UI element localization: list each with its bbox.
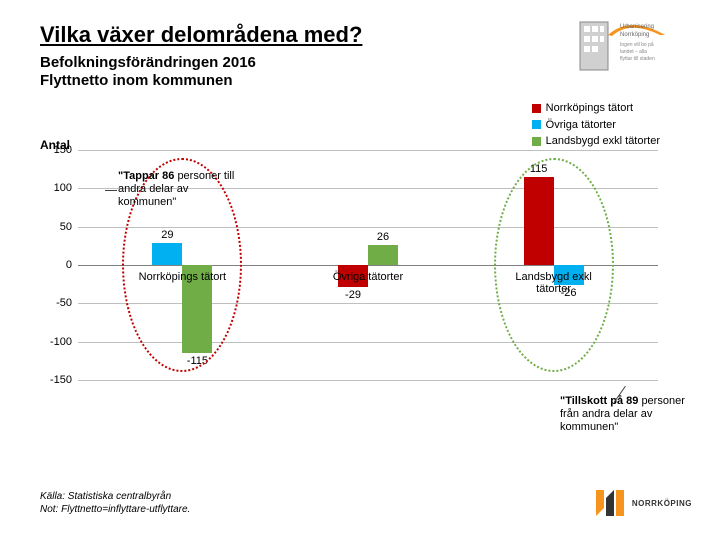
- legend-label: Övriga tätorter: [546, 117, 616, 134]
- gridline: [78, 303, 658, 304]
- chart-legend: Norrköpings tätort Övriga tätorter Lands…: [532, 100, 660, 150]
- bar: 29: [152, 243, 182, 265]
- page-title: Vilka växer delområdena med?: [40, 22, 362, 48]
- y-tick-label: 0: [66, 259, 78, 271]
- bar-value-label: 115: [524, 163, 554, 175]
- svg-text:flyttar till staden: flyttar till staden: [620, 56, 655, 62]
- svg-text:Ingen vill bo på: Ingen vill bo på: [620, 41, 654, 48]
- page-subtitle: Befolkningsförändringen 2016 Flyttnetto …: [40, 54, 256, 90]
- top-report-badge: Urbanisering Norrköping Ingen vill bo på…: [570, 10, 690, 80]
- y-tick-label: -50: [56, 297, 78, 309]
- category-label: Övriga tätorter: [333, 271, 403, 283]
- bar: 26: [368, 245, 398, 265]
- y-tick-label: 50: [60, 221, 78, 233]
- svg-text:landet – alla: landet – alla: [620, 49, 647, 55]
- annotation-lead: "Tillskott på 89: [560, 395, 638, 407]
- subtitle-line-2: Flyttnetto inom kommunen: [40, 72, 233, 89]
- y-tick-label: 150: [54, 144, 78, 156]
- legend-swatch: [532, 137, 541, 146]
- annotation-left: "Tappar 86 personer till andra delar av …: [118, 170, 248, 210]
- annotation-left-line: [105, 190, 117, 191]
- legend-item: Landsbygd exkl tätorter: [532, 133, 660, 150]
- y-tick-label: -150: [50, 374, 78, 386]
- gridline: [78, 380, 658, 381]
- y-tick-label: -100: [50, 336, 78, 348]
- y-tick-label: 100: [54, 182, 78, 194]
- source-line-2: Not: Flyttnetto=inflyttare-utflyttare.: [40, 504, 190, 515]
- bar-value-label: -29: [338, 289, 368, 301]
- bar-value-label: -115: [182, 355, 212, 367]
- svg-text:Norrköping: Norrköping: [620, 32, 649, 38]
- svg-text:Urbanisering: Urbanisering: [620, 24, 654, 30]
- gridline: [78, 227, 658, 228]
- bar: 115: [524, 177, 554, 265]
- bar-value-label: 26: [368, 231, 398, 243]
- gridline: [78, 150, 658, 151]
- brand-logo: NORRKÖPING: [592, 486, 692, 520]
- annotation-right: "Tillskott på 89 personer från andra del…: [560, 395, 690, 435]
- legend-swatch: [532, 104, 541, 113]
- brand-mark-icon: [592, 486, 626, 520]
- category-label: Norrköpings tätort: [139, 271, 226, 283]
- legend-swatch: [532, 120, 541, 129]
- legend-label: Norrköpings tätort: [546, 100, 633, 117]
- brand-name: NORRKÖPING: [632, 499, 692, 508]
- legend-item: Norrköpings tätort: [532, 100, 660, 117]
- source-line-1: Källa: Statistiska centralbyrån: [40, 491, 171, 502]
- annotation-lead: "Tappar 86: [118, 170, 174, 182]
- subtitle-line-1: Befolkningsförändringen 2016: [40, 54, 256, 71]
- category-label: Landsbygd exkl tätorter: [501, 271, 605, 295]
- source-note: Källa: Statistiska centralbyrån Not: Fly…: [40, 491, 190, 516]
- bar-value-label: 29: [152, 229, 182, 241]
- legend-item: Övriga tätorter: [532, 117, 660, 134]
- gridline: [78, 342, 658, 343]
- legend-label: Landsbygd exkl tätorter: [546, 133, 660, 150]
